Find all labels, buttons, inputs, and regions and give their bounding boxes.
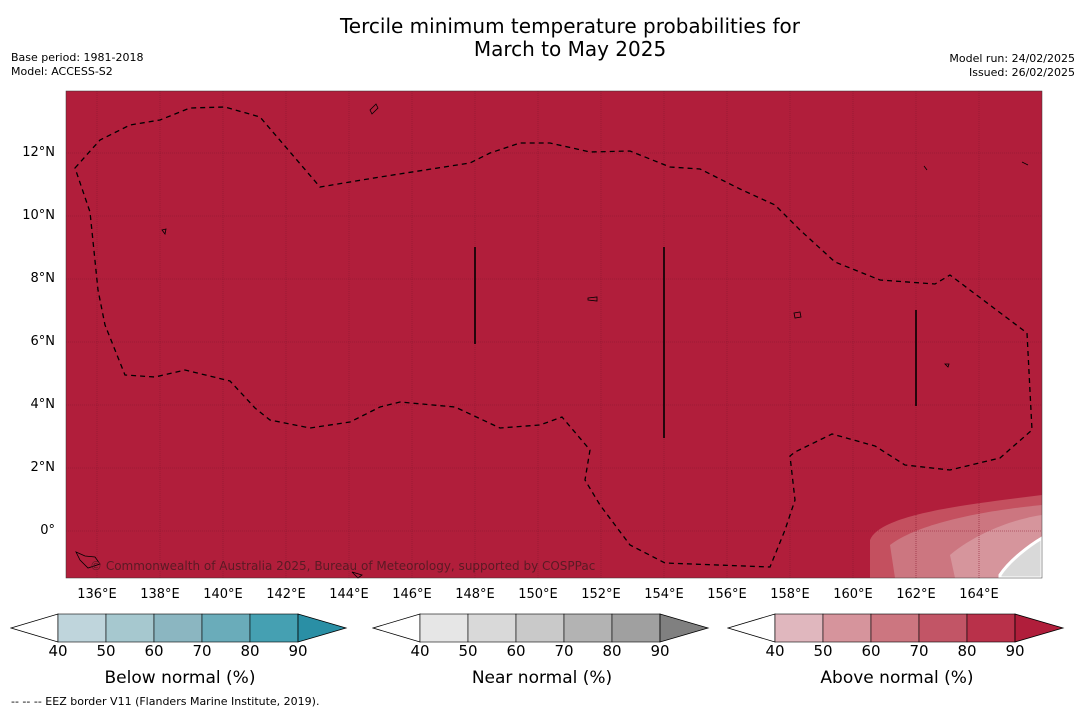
colorbar-tick: 50 xyxy=(458,642,478,660)
issued-date: Issued: 26/02/2025 xyxy=(968,66,1075,79)
map-area xyxy=(66,91,1042,578)
map-title: Tercile minimum temperature probabilitie… xyxy=(0,15,1085,61)
colorbar-segment xyxy=(918,613,968,643)
colorbar-below-normal-scale xyxy=(9,613,348,643)
colorbar-segment xyxy=(774,613,824,643)
colorbar-tick: 60 xyxy=(506,642,526,660)
eez-border xyxy=(74,106,1033,568)
colorbar-segment xyxy=(419,613,469,643)
colorbar-tick: 60 xyxy=(144,642,164,660)
lon-label-154e: 154°E xyxy=(644,587,684,602)
model-run-info: Model run: 24/02/2025 Issued: 26/02/2025 xyxy=(949,52,1075,80)
colorbar-tick: 80 xyxy=(240,642,260,660)
colorbar-label: Below normal (%) xyxy=(104,668,256,688)
colorbar-segment xyxy=(611,613,661,643)
lon-label-162e: 162°E xyxy=(896,587,936,602)
islands xyxy=(75,103,1029,579)
colorbar-tick: 90 xyxy=(650,642,670,660)
lon-label-136e: 136°E xyxy=(77,587,117,602)
colorbar-above-normal: 40 50 60 70 80 90 Above normal (%) xyxy=(726,612,1067,688)
lon-label-142e: 142°E xyxy=(266,587,306,602)
colorbar-tick: 70 xyxy=(554,642,574,660)
lon-label-156e: 156°E xyxy=(707,587,747,602)
title-line-2: March to May 2025 xyxy=(473,37,667,61)
model-name: Model: ACCESS-S2 xyxy=(11,65,113,78)
lat-label-12n: 12°N xyxy=(22,145,55,160)
colorbar-segment xyxy=(105,613,155,643)
lon-label-148e: 148°E xyxy=(455,587,495,602)
colorbar-below-normal: 40 50 60 70 80 90 Below normal (%) xyxy=(9,612,350,688)
colorbar-above-normal-scale xyxy=(726,613,1065,643)
lat-label-10n: 10°N xyxy=(22,208,55,223)
lon-label-140e: 140°E xyxy=(203,587,243,602)
colorbar-tick: 60 xyxy=(861,642,881,660)
near-normal-region xyxy=(998,536,1042,578)
eez-boundary-lines xyxy=(474,247,917,438)
colorbar-extend-low xyxy=(726,613,776,643)
colorbar-near-normal-scale xyxy=(371,613,710,643)
colorbar-segment xyxy=(467,613,517,643)
lon-label-152e: 152°E xyxy=(581,587,621,602)
colorbar-tick: 50 xyxy=(96,642,116,660)
model-run: Model run: 24/02/2025 xyxy=(949,52,1075,65)
colorbar-tick: 40 xyxy=(765,642,785,660)
colorbar-segment xyxy=(249,613,299,643)
colorbar-tick: 90 xyxy=(288,642,308,660)
lon-label-164e: 164°E xyxy=(959,587,999,602)
colorbar-segment xyxy=(57,613,107,643)
graticule xyxy=(66,91,1042,578)
colorbar-extend-high xyxy=(659,613,710,643)
colorbar-label: Above normal (%) xyxy=(820,668,974,688)
eez-legend: -- -- -- EEZ border V11 (Flanders Marine… xyxy=(11,695,320,708)
lon-label-158e: 158°E xyxy=(770,587,810,602)
colorbar-tick: 70 xyxy=(909,642,929,660)
colorbar-extend-low xyxy=(371,613,421,643)
colorbar-tick: 40 xyxy=(410,642,430,660)
lat-label-8n: 8°N xyxy=(30,271,56,286)
lon-label-146e: 146°E xyxy=(392,587,432,602)
colorbar-tick: 50 xyxy=(813,642,833,660)
lon-label-150e: 150°E xyxy=(518,587,558,602)
lon-label-160e: 160°E xyxy=(833,587,873,602)
colorbar-tick: 80 xyxy=(602,642,622,660)
lon-label-138e: 138°E xyxy=(140,587,180,602)
colorbar-label: Near normal (%) xyxy=(471,668,613,688)
colorbar-tick: 80 xyxy=(957,642,977,660)
colorbar-tick: 40 xyxy=(48,642,68,660)
lat-label-6n: 6°N xyxy=(30,334,56,349)
lat-label-0: 0° xyxy=(40,523,55,538)
colorbar-near-normal: 40 50 60 70 80 90 Near normal (%) xyxy=(371,612,712,688)
colorbar-tick: 90 xyxy=(1005,642,1025,660)
colorbar-segment xyxy=(966,613,1016,643)
lat-label-2n: 2°N xyxy=(30,460,56,475)
colorbar-segment xyxy=(201,613,251,643)
lon-label-144e: 144°E xyxy=(329,587,369,602)
base-period-info: Base period: 1981-2018 Model: ACCESS-S2 xyxy=(11,51,143,79)
colorbar-extend-high xyxy=(1014,613,1065,643)
base-period: Base period: 1981-2018 xyxy=(11,51,144,64)
colorbar-segment xyxy=(822,613,872,643)
colorbar-segment xyxy=(515,613,565,643)
colorbar-segment xyxy=(870,613,920,643)
colorbar-extend-low xyxy=(9,613,59,643)
lat-label-4n: 4°N xyxy=(30,397,56,412)
copyright-text: © Commonwealth of Australia 2025, Bureau… xyxy=(90,559,596,573)
colorbar-segment xyxy=(563,613,613,643)
map-frame xyxy=(65,90,1043,579)
colorbar-extend-high xyxy=(297,613,348,643)
colorbar-segment xyxy=(153,613,203,643)
title-line-1: Tercile minimum temperature probabilitie… xyxy=(339,14,801,38)
colorbar-tick: 70 xyxy=(192,642,212,660)
